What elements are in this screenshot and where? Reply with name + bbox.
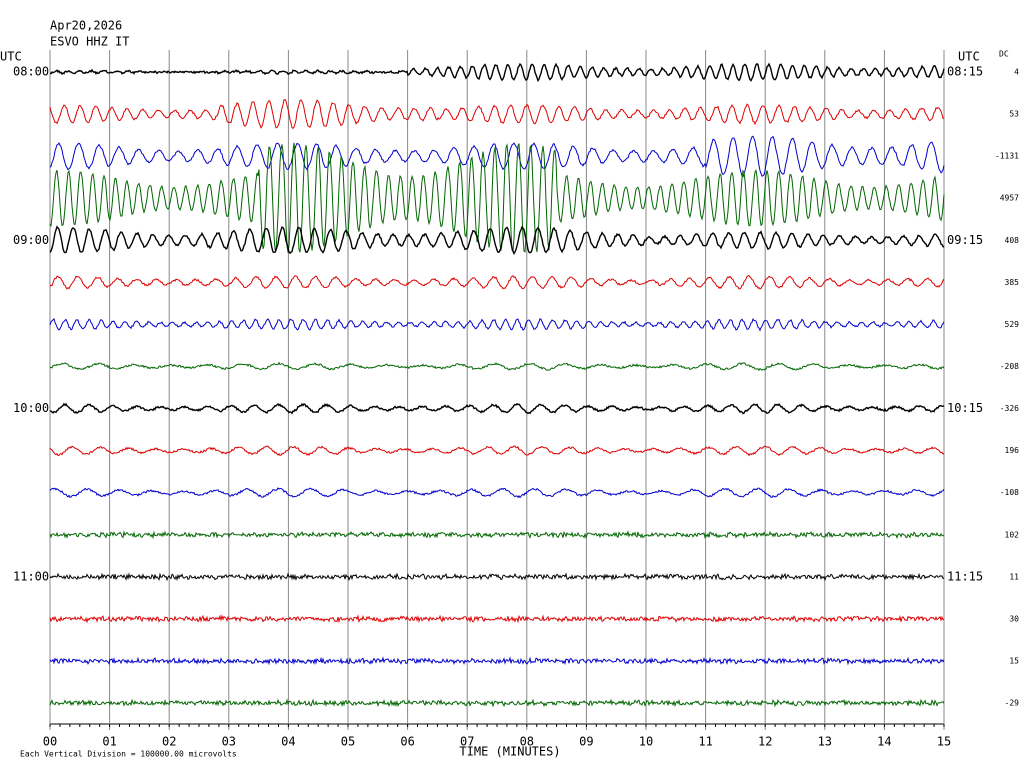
dc-value: -208 xyxy=(1000,362,1019,371)
dc-value: 385 xyxy=(1005,278,1020,287)
right-time-label: 10:15 xyxy=(947,401,983,415)
trace xyxy=(49,402,945,415)
left-time-label: 08:00 xyxy=(13,65,49,79)
dc-value: 102 xyxy=(1005,530,1020,539)
dc-value: -326 xyxy=(1000,404,1019,413)
dc-value: 11 xyxy=(1009,572,1019,581)
x-tick-label: 10 xyxy=(639,735,653,749)
trace xyxy=(49,529,945,540)
x-tick-label: 06 xyxy=(400,735,414,749)
x-tick-label: 11 xyxy=(698,735,712,749)
trace xyxy=(49,98,945,129)
right-time-label: 11:15 xyxy=(947,569,983,583)
x-tick-label: 05 xyxy=(341,735,355,749)
x-tick-label: 07 xyxy=(460,735,474,749)
x-tick-label: 14 xyxy=(877,735,891,749)
left-time-label: 09:00 xyxy=(13,233,49,247)
x-tick-label: 13 xyxy=(818,735,832,749)
dc-value: 53 xyxy=(1009,110,1019,119)
trace xyxy=(49,135,945,178)
dc-value: -108 xyxy=(1000,488,1019,497)
x-tick-label: 08 xyxy=(520,735,534,749)
station: ESVO HHZ IT xyxy=(50,35,129,49)
x-tick-label: 00 xyxy=(43,735,57,749)
footnote: Each Vertical Division = 100000.00 micro… xyxy=(20,750,237,759)
trace xyxy=(49,572,945,582)
dc-value: 15 xyxy=(1009,656,1019,665)
left-time-label: 11:00 xyxy=(13,569,49,583)
dc-value: -1131 xyxy=(995,152,1019,161)
dc-value: 529 xyxy=(1005,320,1020,329)
x-tick-label: 12 xyxy=(758,735,772,749)
trace xyxy=(49,317,945,332)
trace xyxy=(49,656,945,666)
trace xyxy=(49,275,945,290)
trace xyxy=(49,361,945,372)
left-axis-label: UTC xyxy=(0,50,22,64)
x-tick-label: 04 xyxy=(281,735,295,749)
dc-value: 30 xyxy=(1009,614,1019,623)
dc-value: 196 xyxy=(1005,446,1020,455)
left-time-label: 10:00 xyxy=(13,401,49,415)
dc-value: 4 xyxy=(1014,68,1019,77)
dc-value: 4957 xyxy=(1000,194,1019,203)
dc-value: -29 xyxy=(1005,699,1020,708)
trace xyxy=(49,487,945,499)
right-axis-label: UTC xyxy=(958,50,980,64)
trace xyxy=(49,445,945,457)
x-tick-label: 01 xyxy=(102,735,116,749)
x-label: TIME (MINUTES) xyxy=(459,745,560,759)
trace xyxy=(49,142,945,253)
trace xyxy=(50,62,945,83)
trace xyxy=(49,698,945,708)
x-tick-label: 09 xyxy=(579,735,593,749)
title: Apr20,2026 xyxy=(50,19,122,33)
dc-value: 408 xyxy=(1005,236,1020,245)
x-tick-label: 02 xyxy=(162,735,176,749)
trace xyxy=(49,225,945,256)
x-tick-label: 15 xyxy=(937,735,951,749)
right-time-label: 09:15 xyxy=(947,233,983,247)
dc-label: DC xyxy=(999,50,1009,59)
trace xyxy=(49,614,944,624)
x-tick-label: 03 xyxy=(222,735,236,749)
right-time-label: 08:15 xyxy=(947,65,983,79)
